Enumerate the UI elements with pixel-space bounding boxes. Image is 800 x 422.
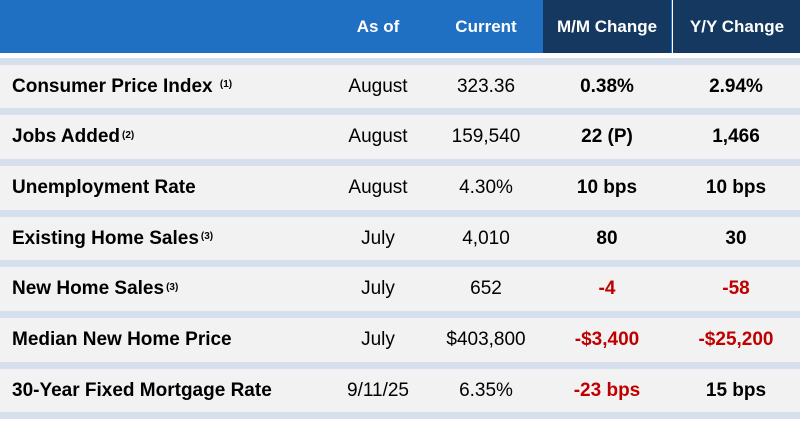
footnote-marker: (1) [219,79,233,90]
current-value: 4.30% [459,177,513,198]
row-separator [0,108,800,115]
yy-change-value: 2.94% [709,75,763,97]
row-separator [0,362,800,369]
table-row: Consumer Price Index (1) August 323.36 0… [0,65,800,108]
metric-name: 30-Year Fixed Mortgage Rate [12,379,272,401]
row-separator [0,311,800,318]
current-value: 652 [470,278,502,299]
table-row: New Home Sales (3) July 652 -4 -58 [0,267,800,311]
mm-change-value: -4 [598,278,616,299]
metric-name: Median New Home Price [12,329,232,350]
header-as-of: As of [356,16,400,36]
footnote-marker: (3) [166,281,179,293]
yy-change-value: 15 bps [705,379,767,401]
row-separator [0,260,800,267]
yy-change-value: 1,466 [712,126,760,147]
as-of-value: August [348,177,408,198]
metric-name: New Home Sales (3) [12,278,179,299]
current-value: 4,010 [462,227,510,249]
table-row: Jobs Added (2) August 159,540 22 (P) 1,46… [0,115,800,159]
as-of-value: 9/11/25 [347,379,409,401]
as-of-value: July [361,329,395,350]
table-row: Existing Home Sales (3) July 4,010 80 30 [0,217,800,260]
mm-change-value: 0.38% [580,75,634,97]
yy-change-value: 30 [725,227,747,249]
mm-change-value: -$3,400 [574,329,640,350]
header-yy-change: Y/Y Change [672,0,800,53]
mm-change-value: -23 bps [573,379,641,401]
mm-change-value: 22 (P) [581,126,633,147]
metric-name: Consumer Price Index (1) [12,75,233,97]
footnote-marker: (2) [122,129,135,141]
yy-change-value: -$25,200 [698,329,774,350]
mm-change-value: 10 bps [576,177,638,198]
as-of-value: August [348,126,408,147]
row-separator [0,58,800,65]
yy-change-value: -58 [722,278,750,299]
current-value: $403,800 [446,329,526,350]
table-header: As of Current M/M Change Y/Y Change [0,0,800,53]
mm-change-value: 80 [596,227,618,249]
current-value: 6.35% [459,379,513,401]
as-of-value: August [348,75,408,97]
table-row: 30-Year Fixed Mortgage Rate 9/11/25 6.35… [0,369,800,412]
current-value: 159,540 [451,126,521,147]
as-of-value: July [361,227,395,249]
metric-name: Existing Home Sales (3) [12,227,214,249]
metric-name: Jobs Added (2) [12,126,135,147]
current-value: 323.36 [456,75,516,97]
yy-change-value: 10 bps [705,177,767,198]
as-of-value: July [361,278,395,299]
row-separator [0,159,800,166]
metric-name: Unemployment Rate [12,177,196,198]
row-separator [0,210,800,217]
table-row: Unemployment Rate August 4.30% 10 bps 10… [0,166,800,210]
row-separator [0,412,800,419]
footnote-marker: (3) [200,231,214,242]
header-current: Current [455,16,517,36]
header-mm-change: M/M Change [543,0,671,53]
table-row: Median New Home Price July $403,800 -$3,… [0,318,800,362]
